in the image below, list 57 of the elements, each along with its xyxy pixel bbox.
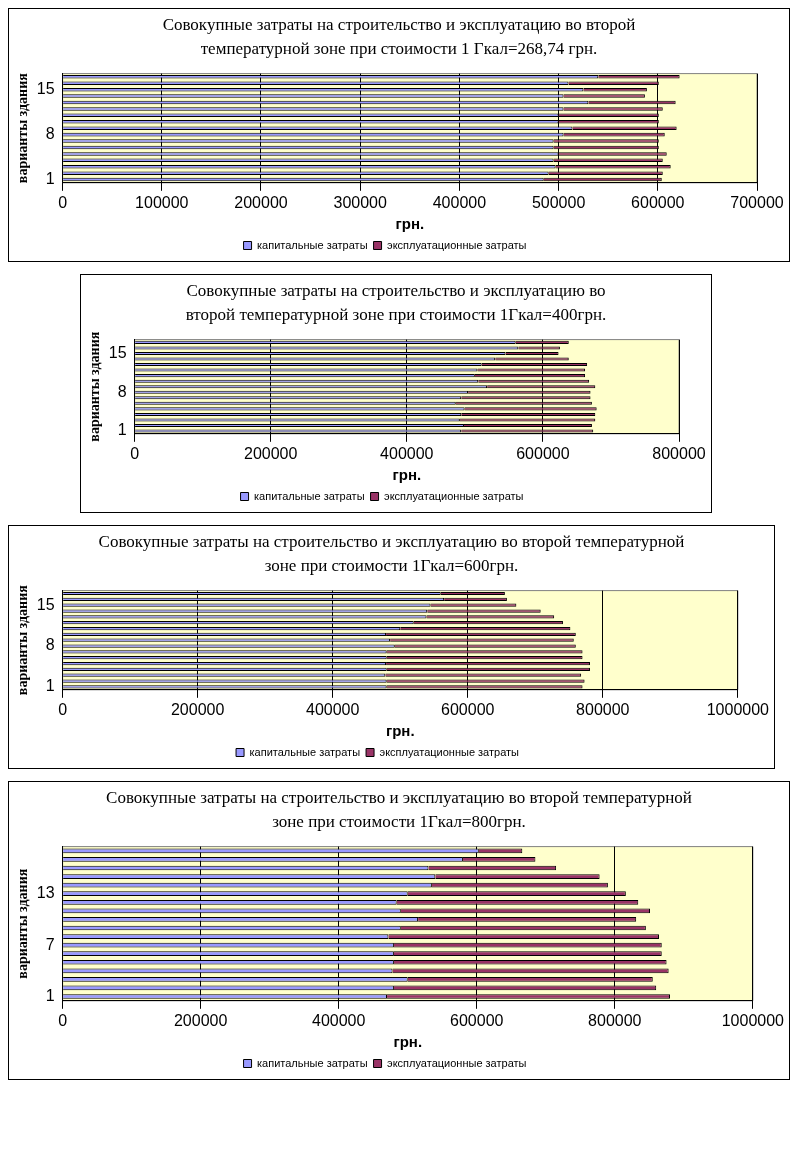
x-tick-label: 600000 (450, 1011, 504, 1029)
y-tick-label: 1 (117, 421, 127, 439)
x-tick-label: 400000 (306, 700, 360, 718)
y-axis-title: варианты здания (15, 868, 31, 979)
y-tick-label: 15 (36, 595, 55, 613)
x-tick-label: 1000000 (721, 1011, 785, 1029)
legend-label: капитальные затраты (249, 745, 361, 758)
x-tick-label: 800000 (588, 1011, 642, 1029)
x-axis-title: грн. (393, 1033, 423, 1051)
x-tick-label: 0 (58, 193, 68, 211)
legend-label: капитальные затраты (254, 489, 365, 502)
legend-label: капитальные затраты (257, 1056, 368, 1069)
x-tick-label: 0 (58, 1011, 68, 1029)
x-tick-label: 100000 (135, 193, 189, 211)
x-tick-label: 600000 (516, 444, 570, 462)
x-tick-label: 300000 (333, 193, 387, 211)
x-axis-title: грн. (392, 466, 422, 484)
legend-label: эксплуатационные затраты (387, 1056, 527, 1069)
x-axis-title: грн. (395, 215, 425, 233)
x-tick-label: 800000 (652, 444, 706, 462)
x-tick-label: 1000000 (706, 700, 770, 718)
y-axis-title: варианты здания (87, 331, 103, 442)
x-tick-label: 200000 (173, 1011, 228, 1029)
x-tick-label: 200000 (234, 193, 288, 211)
x-tick-label: 200000 (170, 700, 225, 718)
y-tick-label: 1 (45, 169, 55, 187)
legend-label: эксплуатационные затраты (384, 489, 524, 502)
y-axis-title: варианты здания (15, 584, 31, 696)
y-tick-label: 7 (45, 935, 55, 953)
y-tick-label: 8 (117, 382, 127, 400)
x-tick-label: 600000 (631, 193, 685, 211)
y-tick-label: 8 (45, 125, 55, 143)
chart-title: Совокупные затраты на строительство и эксплуатацию во второй температурной зоне при стоимости 1 Гкал=268,74 грн. (161, 14, 637, 60)
y-tick-label: 8 (45, 636, 55, 654)
y-tick-label: 15 (36, 80, 55, 98)
x-tick-label: 600000 (441, 700, 495, 718)
chart-title: Совокупные затраты на строительство и эксплуатацию во второй температурной зоне при стоимости 1Гкал=400грн. (184, 280, 608, 326)
x-tick-label: 400000 (432, 193, 487, 211)
chart-title: Совокупные затраты на строительство и эксплуатацию во второй температурной зоне при стоимости 1Гкал=600грн. (97, 531, 686, 577)
legend-label: капитальные затраты (257, 238, 368, 251)
x-tick-label: 0 (58, 700, 68, 718)
x-tick-label: 400000 (380, 444, 434, 462)
x-axis-title: грн. (385, 722, 415, 740)
y-tick-label: 1 (45, 986, 55, 1004)
x-tick-label: 500000 (531, 193, 586, 211)
y-tick-label: 13 (36, 884, 55, 902)
x-tick-label: 400000 (312, 1011, 366, 1029)
y-tick-label: 1 (45, 677, 55, 695)
y-tick-label: 15 (108, 343, 127, 361)
x-tick-label: 200000 (244, 444, 298, 462)
chart-title: Совокупные затраты на строительство и эксплуатацию во второй температурной зоне при стоимости 1Гкал=800грн. (105, 787, 693, 833)
legend-label: эксплуатационные затраты (387, 238, 527, 251)
x-tick-label: 700000 (730, 193, 784, 211)
y-axis-title: варианты здания (15, 72, 31, 184)
legend-label: эксплуатационные затраты (379, 745, 520, 758)
x-tick-label: 0 (130, 444, 140, 462)
x-tick-label: 800000 (576, 700, 630, 718)
